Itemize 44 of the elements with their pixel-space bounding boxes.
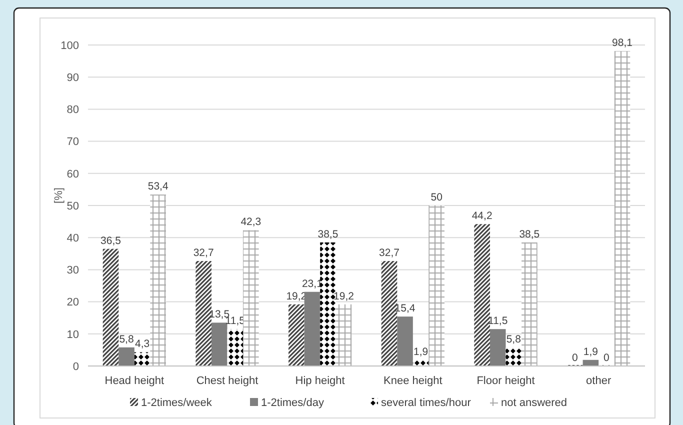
data-label: 15,4 [394, 302, 416, 315]
data-label: 38,5 [519, 228, 540, 240]
y-tick-label: 100 [60, 40, 79, 52]
data-label: 53,4 [148, 180, 168, 193]
legend-label: several times/hour [381, 397, 472, 409]
legend-label: 1-2times/day [261, 397, 324, 409]
data-label: 50 [430, 192, 443, 204]
x-tick-label: Knee height [384, 375, 442, 387]
y-tick-label: 20 [66, 296, 79, 309]
data-label: 38,5 [318, 228, 338, 240]
y-tick-label: 80 [66, 104, 79, 116]
data-label: 1,9 [583, 346, 598, 358]
x-tick-label: Head height [104, 375, 164, 387]
data-label: 23,1 [302, 278, 323, 290]
data-label: 19,2 [334, 290, 354, 302]
y-tick-label: 10 [66, 328, 79, 341]
data-label: 5,8 [506, 333, 522, 346]
data-label: 13,5 [209, 308, 230, 321]
data-label: 98,1 [612, 37, 633, 50]
y-tick-label: 30 [66, 264, 79, 277]
data-label: 32,7 [193, 247, 214, 260]
data-label: 1,9 [414, 346, 428, 358]
data-label: 5,8 [119, 333, 134, 346]
y-tick-label: 90 [66, 72, 79, 84]
data-label: 32,7 [379, 247, 400, 260]
y-tick-label: 0 [72, 360, 79, 373]
data-label: 11,5 [488, 315, 508, 328]
y-tick-label: 50 [66, 200, 79, 212]
x-tick-label: Hip height [295, 375, 345, 387]
y-tick-label: 60 [66, 168, 79, 180]
data-label: 4,3 [135, 338, 150, 350]
x-tick-label: Floor height [476, 375, 535, 387]
legend-label: not answered [501, 397, 568, 409]
data-label: 0 [604, 352, 610, 364]
legend-label: 1-2times/week [141, 397, 212, 409]
x-tick-label: other [586, 375, 612, 387]
data-label: 42,3 [240, 216, 262, 228]
data-label: 36,5 [100, 234, 122, 247]
data-label: 0 [572, 352, 578, 364]
x-tick-label: Chest height [196, 375, 258, 387]
y-tick-label: 40 [66, 232, 79, 244]
y-tick-label: 70 [66, 136, 79, 148]
data-label: 44,2 [472, 210, 492, 222]
y-axis-title: [%] [53, 188, 65, 204]
